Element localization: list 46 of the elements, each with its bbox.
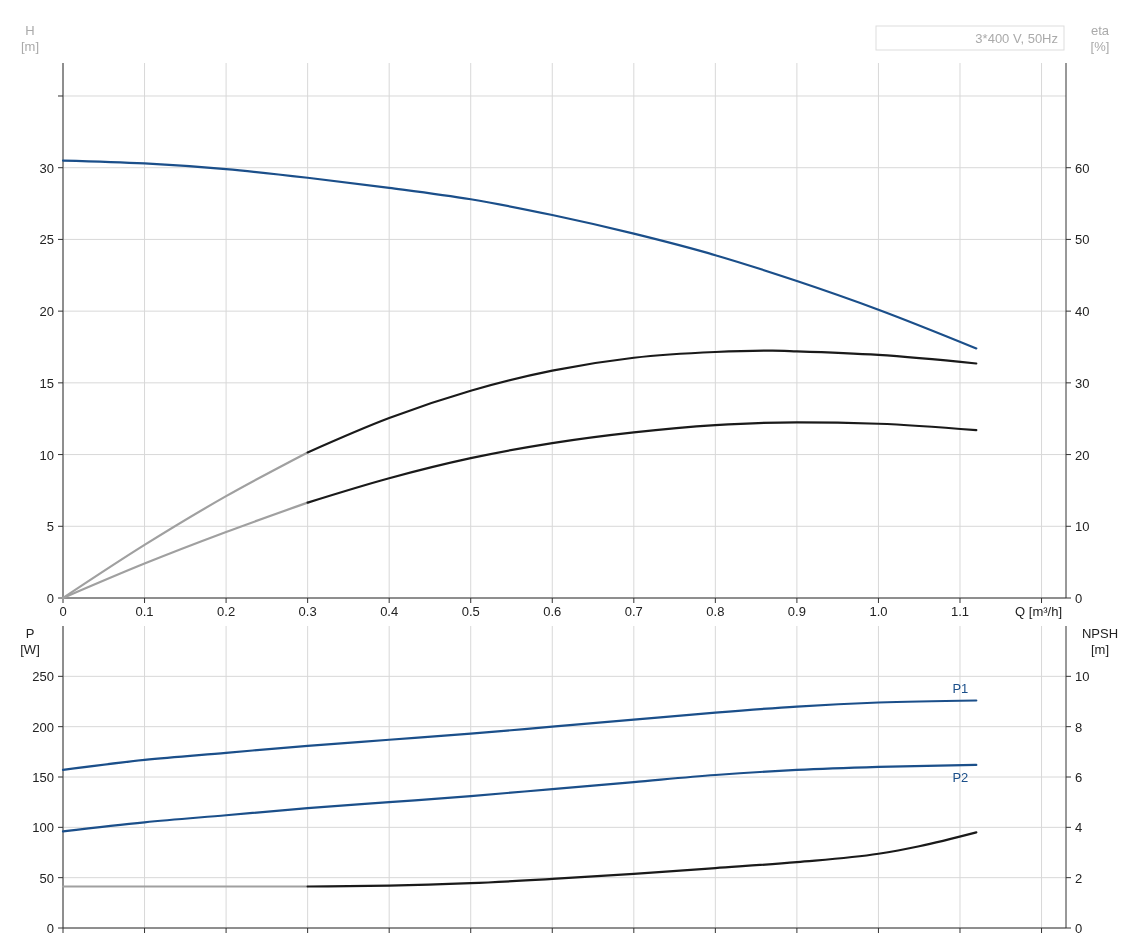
- x-axis-title: Q [m³/h]: [1015, 604, 1062, 619]
- y2-tick-label: 6: [1075, 770, 1083, 785]
- y-tick-label: 10: [39, 447, 54, 463]
- y2-tick-label: 8: [1075, 719, 1083, 735]
- y-tick-label: 100: [32, 820, 54, 836]
- x-tick-label: 0.6: [543, 604, 562, 619]
- series-label: P2: [952, 769, 969, 785]
- y-tick-label: 0: [46, 591, 54, 606]
- y2-tick-label: 40: [1075, 304, 1090, 320]
- y2-tick-label: 0: [1075, 591, 1083, 606]
- y-tick-label: 250: [32, 669, 54, 685]
- y-tick-label: 0: [46, 921, 54, 936]
- y2-tick-label: 10: [1075, 669, 1090, 685]
- x-tick-label: 0.1: [135, 604, 154, 619]
- y2-tick-label: 60: [1075, 160, 1090, 176]
- y-tick-label: 150: [32, 770, 54, 785]
- y-tick-label: 20: [39, 304, 54, 320]
- y-tick-label: 25: [39, 232, 54, 248]
- y-tick-label: 15: [39, 375, 54, 391]
- series-label: P1: [952, 681, 969, 697]
- y-tick-label: 30: [39, 160, 54, 176]
- y2-axis-title: NPSH [m]: [1081, 626, 1119, 657]
- y-tick-label: 200: [32, 719, 54, 735]
- y2-tick-label: 30: [1075, 375, 1090, 391]
- text: 3*400 V, 50Hz: [975, 31, 1058, 46]
- x-tick-label: 0.2: [217, 604, 236, 619]
- x-tick-label: 1.1: [950, 604, 970, 619]
- y2-axis-title: eta [%]: [1090, 23, 1110, 54]
- x-tick-label: 0.4: [380, 604, 399, 619]
- y2-tick-label: 10: [1075, 519, 1090, 535]
- x-tick-label: 0.5: [461, 604, 480, 619]
- y2-tick-label: 0: [1075, 921, 1083, 936]
- x-tick-label: 1.0: [869, 604, 888, 619]
- y-axis-title: P [W]: [20, 626, 40, 657]
- x-tick-label: 0.7: [624, 604, 643, 619]
- x-tick-label: 0.9: [787, 604, 806, 619]
- x-tick-label: 0.8: [706, 604, 725, 619]
- y2-tick-label: 50: [1075, 232, 1090, 248]
- x-tick-label: 0: [59, 604, 67, 619]
- y2-tick-label: 4: [1075, 820, 1083, 836]
- y-axis-title: H [m]: [20, 23, 40, 54]
- x-tick-label: 0.3: [298, 604, 317, 619]
- y2-tick-label: 2: [1075, 870, 1083, 886]
- y-tick-label: 5: [46, 519, 54, 535]
- y-tick-label: 50: [39, 870, 54, 886]
- y2-tick-label: 20: [1075, 447, 1090, 463]
